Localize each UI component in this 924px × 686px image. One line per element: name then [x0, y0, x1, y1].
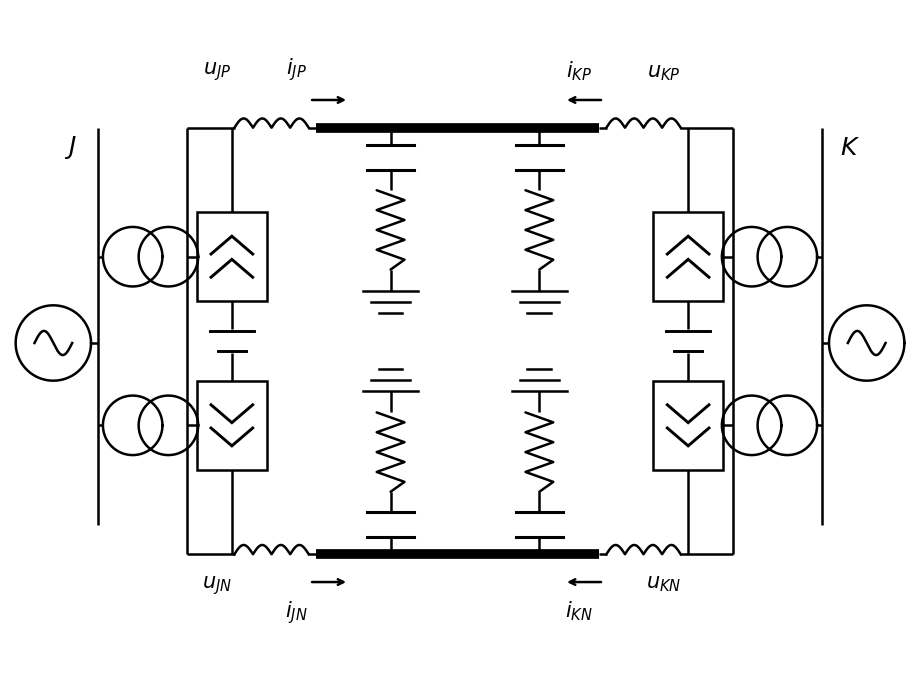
Text: $u_{JN}$: $u_{JN}$ — [202, 574, 232, 597]
Text: $J$: $J$ — [64, 134, 77, 161]
Text: $i_{KP}$: $i_{KP}$ — [566, 60, 592, 83]
Text: $K$: $K$ — [840, 136, 860, 160]
Text: $i_{KN}$: $i_{KN}$ — [565, 599, 593, 622]
Polygon shape — [653, 381, 723, 470]
Text: $i_{JP}$: $i_{JP}$ — [286, 56, 307, 83]
Text: $u_{KP}$: $u_{KP}$ — [647, 63, 680, 83]
Text: $u_{KN}$: $u_{KN}$ — [646, 574, 681, 594]
Text: $u_{JP}$: $u_{JP}$ — [203, 60, 231, 83]
Polygon shape — [653, 212, 723, 301]
Text: $i_{JN}$: $i_{JN}$ — [285, 599, 308, 626]
Polygon shape — [197, 381, 267, 470]
Polygon shape — [197, 212, 267, 301]
